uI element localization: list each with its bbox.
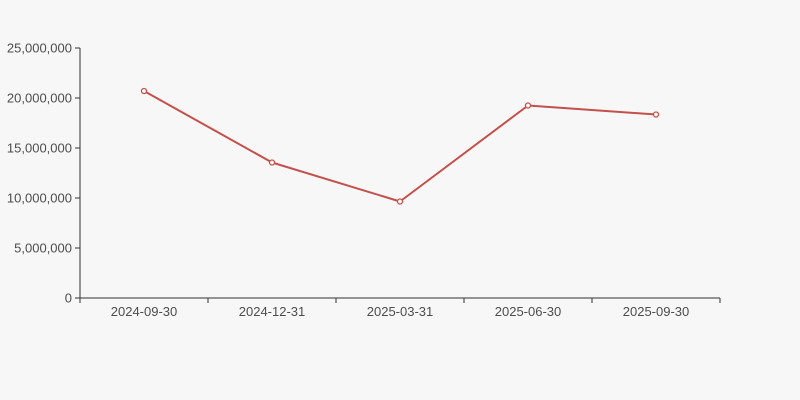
series-line: [143, 90, 657, 203]
data-point-marker: [268, 159, 276, 166]
x-tick-label: 2024-09-30: [111, 304, 178, 319]
data-point-marker: [652, 111, 660, 118]
x-tick-label: 2025-06-30: [495, 304, 562, 319]
x-tick-label: 2025-09-30: [623, 304, 690, 319]
data-point-marker: [524, 102, 532, 109]
y-tick-label: 10,000,000: [7, 190, 72, 205]
y-tick-label: 5,000,000: [14, 240, 72, 255]
y-tick-label: 25,000,000: [7, 40, 72, 55]
data-point-marker: [140, 87, 148, 95]
x-tick-label: 2025-03-31: [367, 304, 434, 319]
y-tick-label: 0: [65, 290, 72, 305]
data-point-marker: [396, 198, 404, 205]
x-tick-label: 2024-12-31: [239, 304, 306, 319]
y-tick-label: 15,000,000: [7, 140, 72, 155]
y-tick-label: 20,000,000: [7, 90, 72, 105]
